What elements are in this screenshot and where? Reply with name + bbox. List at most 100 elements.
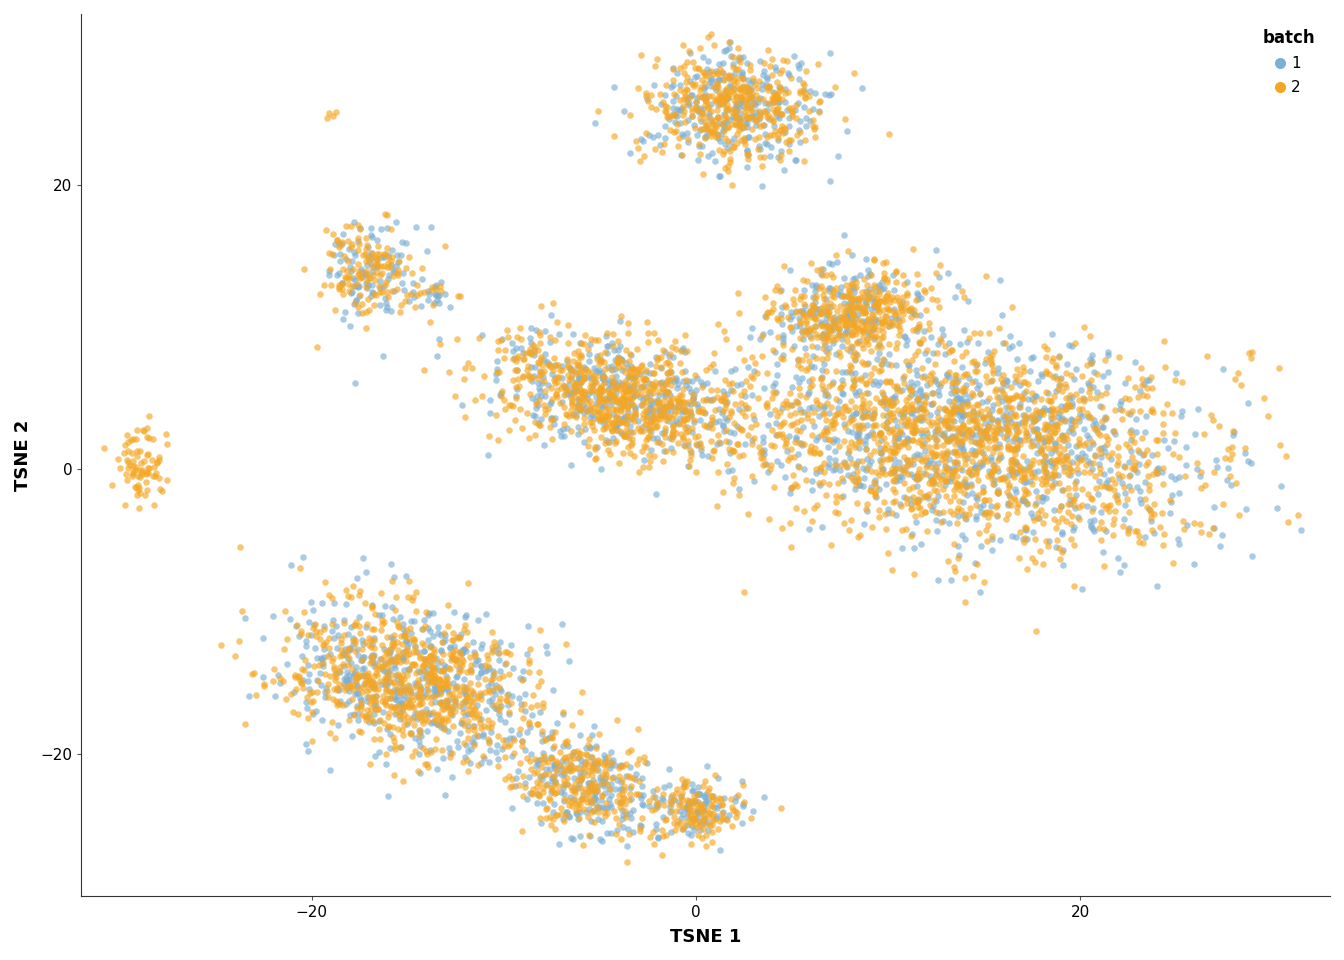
Point <box>714 323 735 338</box>
Point <box>679 459 700 474</box>
Point <box>914 444 935 459</box>
Point <box>863 443 884 458</box>
Point <box>353 675 375 690</box>
Point <box>589 769 610 784</box>
Point <box>845 419 867 434</box>
Point <box>828 325 849 341</box>
Point <box>427 684 449 700</box>
Point <box>926 439 948 454</box>
Point <box>546 370 567 385</box>
Point <box>129 469 151 485</box>
Point <box>888 297 910 312</box>
Point <box>909 411 930 426</box>
Point <box>673 103 695 118</box>
Point <box>925 446 946 462</box>
Point <box>316 110 337 126</box>
Point <box>1160 492 1181 508</box>
Point <box>288 707 309 722</box>
Point <box>555 384 577 399</box>
Point <box>719 78 741 93</box>
Point <box>719 445 741 461</box>
Point <box>820 266 841 281</box>
Point <box>738 72 759 87</box>
Point <box>500 780 521 795</box>
Point <box>1030 444 1051 459</box>
Point <box>972 445 993 461</box>
Point <box>831 379 852 395</box>
Point <box>126 448 148 464</box>
Point <box>968 488 989 503</box>
Point <box>702 825 723 840</box>
Point <box>875 467 896 482</box>
Point <box>884 430 906 445</box>
Point <box>909 395 930 410</box>
Point <box>801 330 823 346</box>
Point <box>820 323 841 338</box>
Point <box>616 375 637 391</box>
Point <box>868 502 890 517</box>
Point <box>907 435 929 450</box>
Point <box>563 760 585 776</box>
Point <box>332 698 353 713</box>
Point <box>925 373 946 389</box>
Point <box>1020 409 1042 424</box>
Point <box>978 505 1000 520</box>
Point <box>823 269 844 284</box>
Point <box>688 403 710 419</box>
Point <box>741 82 762 97</box>
Point <box>894 436 915 451</box>
Point <box>789 292 810 307</box>
Point <box>560 757 582 773</box>
Point <box>741 90 762 106</box>
Point <box>491 388 512 403</box>
Point <box>380 303 402 319</box>
Point <box>688 104 710 119</box>
Point <box>450 644 472 660</box>
Point <box>356 241 378 256</box>
Point <box>602 415 624 430</box>
Point <box>612 392 633 407</box>
Point <box>368 661 390 677</box>
Point <box>606 409 628 424</box>
Point <box>853 403 875 419</box>
Point <box>747 94 769 109</box>
Point <box>598 391 620 406</box>
Point <box>626 756 648 772</box>
Point <box>629 390 650 405</box>
Point <box>716 812 738 828</box>
Point <box>852 418 874 433</box>
Point <box>328 676 349 691</box>
Point <box>339 673 360 688</box>
Point <box>813 334 835 349</box>
Point <box>929 476 950 492</box>
Point <box>386 698 407 713</box>
Point <box>715 114 737 130</box>
Point <box>630 357 652 372</box>
Point <box>723 444 745 459</box>
Point <box>866 465 887 480</box>
Point <box>840 316 862 331</box>
Point <box>695 418 716 433</box>
Point <box>417 633 438 648</box>
Point <box>769 65 790 81</box>
Point <box>848 431 870 446</box>
Point <box>974 423 996 439</box>
Point <box>839 287 860 302</box>
Point <box>477 720 499 735</box>
Point <box>1019 459 1040 474</box>
Point <box>585 332 606 348</box>
Point <box>855 252 876 267</box>
Point <box>430 686 452 702</box>
Point <box>347 669 368 684</box>
Point <box>714 93 735 108</box>
Point <box>757 79 778 94</box>
Point <box>1000 328 1021 344</box>
Point <box>341 284 363 300</box>
Point <box>841 381 863 396</box>
Point <box>935 462 957 477</box>
Point <box>456 689 477 705</box>
Point <box>915 449 937 465</box>
Point <box>577 439 598 454</box>
Point <box>320 277 341 293</box>
Point <box>379 654 401 669</box>
